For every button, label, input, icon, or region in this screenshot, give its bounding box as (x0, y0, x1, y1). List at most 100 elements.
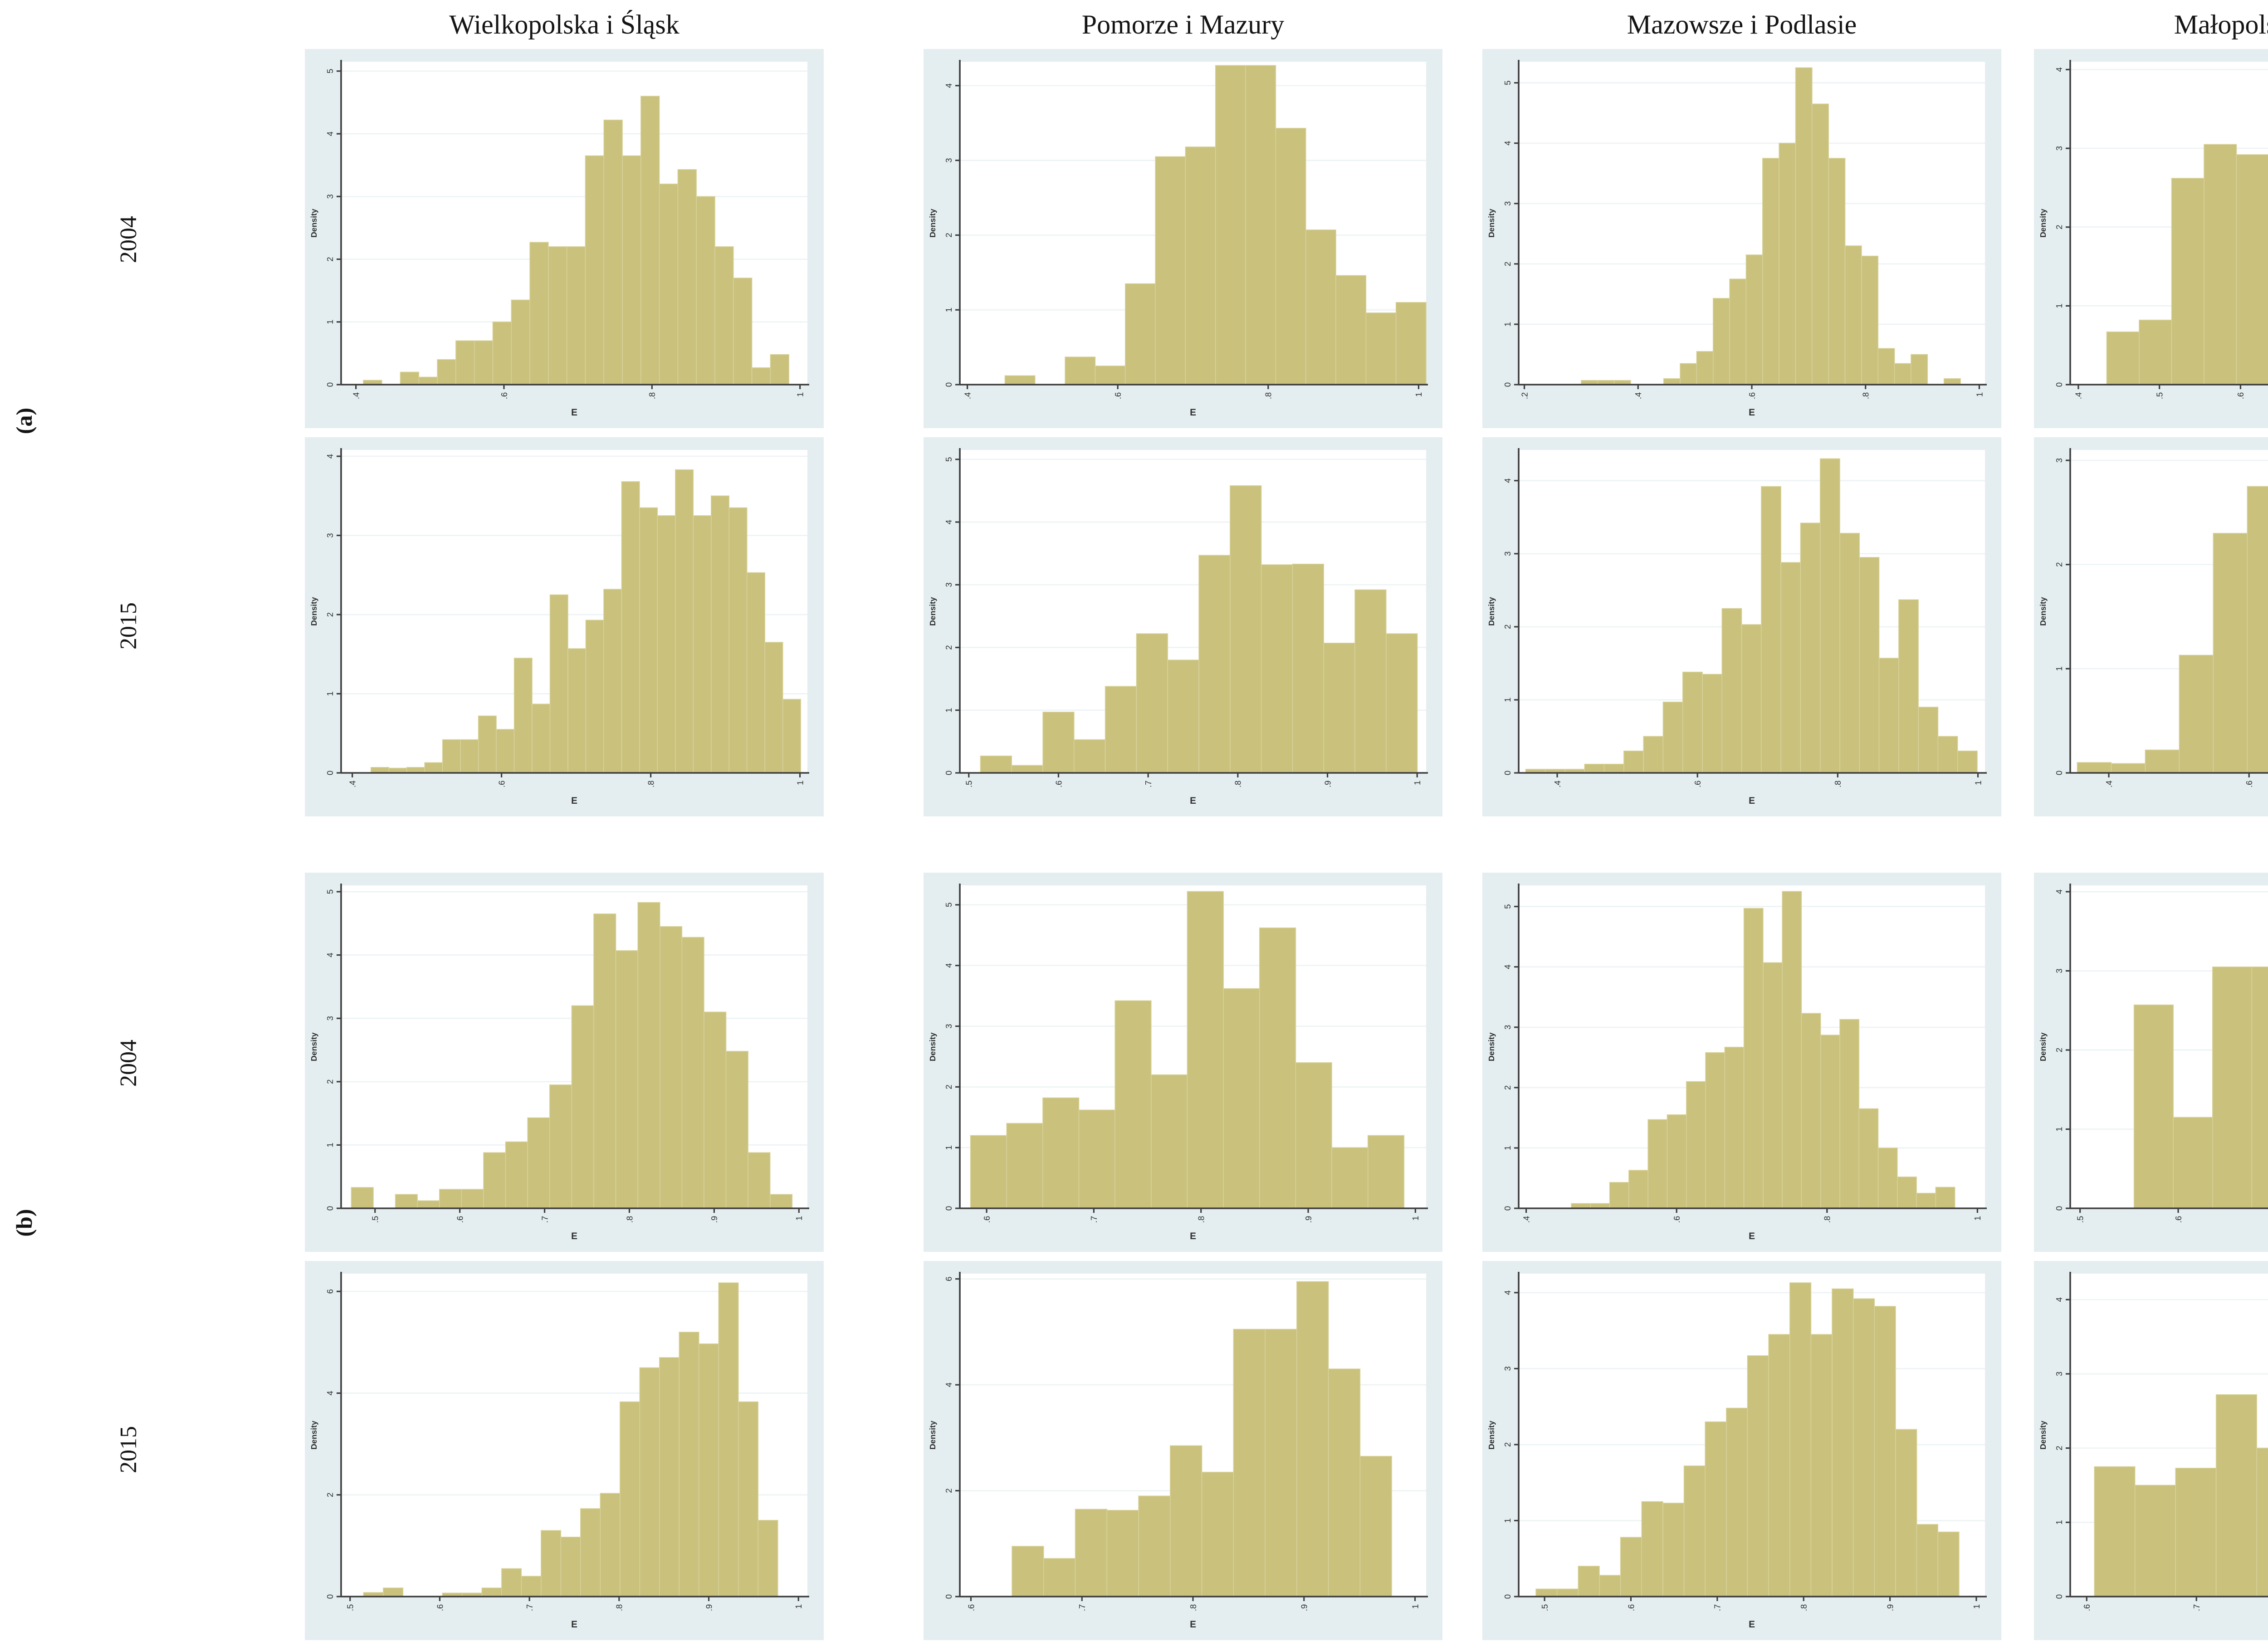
x-tick-label: .4 (1521, 1216, 1531, 1223)
y-tick-label: 2 (944, 233, 953, 237)
x-tick-label: .7 (1077, 1604, 1087, 1611)
histogram-bar (481, 1588, 502, 1597)
y-axis-title: Density (2038, 597, 2048, 626)
y-tick-label: 5 (944, 457, 953, 462)
histogram-bar (718, 1282, 739, 1597)
histogram-bar (2133, 1004, 2174, 1209)
histogram-bar (1724, 1046, 1745, 1209)
x-tick-label: .8 (1833, 781, 1843, 787)
histogram-bar (1935, 1187, 1955, 1209)
histogram-bar (1599, 1575, 1621, 1597)
x-axis-title: E (1749, 407, 1755, 418)
histogram-bar (1937, 1531, 1960, 1597)
histogram-bar (1741, 624, 1762, 773)
y-tick-label: 4 (944, 963, 953, 968)
x-tick-label: .6 (499, 392, 509, 399)
y-tick-label: 0 (944, 771, 953, 775)
y-axis-title: Density (2038, 1032, 2048, 1061)
histogram-bar (1075, 1509, 1108, 1597)
x-tick-label: .9 (1304, 1216, 1313, 1223)
histogram-bar (1662, 1503, 1685, 1597)
x-tick-label: 1 (1973, 1216, 1982, 1221)
histogram-bar (751, 367, 771, 385)
y-tick-label: 1 (944, 708, 953, 713)
x-tick-label: 1 (1414, 392, 1423, 397)
histogram-b-2015-wielkopolska-slask: 0 2 4 6 .5 .6 .7 .8 .9 1 Density E (305, 1261, 824, 1640)
histogram-a-2004-wielkopolska-slask: 0 1 2 3 4 5 .4 .6 .8 1 Density E (305, 49, 824, 428)
y-tick-label: 0 (1503, 1594, 1512, 1599)
y-tick-label: 1 (2054, 303, 2064, 308)
histogram-bar (483, 1152, 506, 1209)
x-axis-title: E (571, 1231, 577, 1241)
histogram-a-2004-mazowsze-podlasie: 0 1 2 3 4 5 .2 .4 .6 .8 1 Density E (1482, 49, 2001, 428)
histogram-bar (1780, 562, 1801, 773)
x-tick-label: .4 (963, 392, 972, 399)
x-tick-label: .5 (1540, 1604, 1549, 1611)
histogram-bar (1365, 312, 1397, 385)
histogram-bar (1789, 1282, 1812, 1597)
histogram-bar (1078, 1109, 1115, 1209)
histogram-bar (1943, 378, 1961, 385)
histogram-bar (529, 242, 549, 385)
histogram-bar (511, 299, 530, 385)
x-tick-label: .4 (2104, 781, 2114, 787)
y-tick-label: 4 (1503, 141, 1512, 146)
histogram-bar (621, 481, 640, 773)
histogram-bar (1878, 658, 1899, 773)
y-tick-label: 0 (325, 1206, 335, 1211)
histogram-bar (738, 1401, 759, 1597)
y-tick-label: 2 (325, 1493, 335, 1497)
y-tick-label: 2 (2054, 1446, 2064, 1451)
y-tick-label: 4 (2054, 1297, 2064, 1302)
y-tick-label: 4 (325, 454, 335, 459)
x-tick-label: 1 (794, 1216, 804, 1221)
y-tick-label: 5 (1503, 904, 1512, 909)
histogram-bar (406, 767, 425, 773)
y-tick-label: 1 (325, 691, 335, 696)
x-tick-label: .7 (525, 1604, 534, 1611)
histogram-bar (2145, 749, 2180, 773)
y-tick-label: 3 (1503, 552, 1512, 556)
y-tick-label: 3 (1503, 1366, 1512, 1371)
y-tick-label: 5 (1503, 80, 1512, 85)
x-tick-label: .9 (704, 1604, 714, 1611)
y-tick-label: 1 (1503, 698, 1512, 702)
x-tick-label: .6 (2236, 392, 2245, 399)
x-tick-label: .4 (2074, 392, 2083, 399)
x-tick-label: .8 (1188, 1604, 1198, 1611)
y-tick-label: 2 (1503, 1085, 1512, 1090)
histogram-bar (728, 507, 748, 773)
histogram-bar (1916, 1524, 1939, 1597)
histogram-bar (746, 572, 766, 773)
histogram-b-2015-pomorze-mazury: 0 2 4 6 .6 .7 .8 .9 1 Density E (924, 1261, 1442, 1640)
y-tick-label: 3 (944, 158, 953, 162)
x-tick-label: .8 (1233, 781, 1243, 787)
x-tick-label: .6 (1747, 392, 1757, 399)
x-tick-label: .2 (1520, 392, 1529, 399)
histogram-bar (639, 507, 658, 773)
histogram-bar (1623, 750, 1644, 773)
histogram-bar (600, 1493, 621, 1597)
x-axis-title: E (1190, 1231, 1196, 1241)
histogram-bar (1705, 1421, 1727, 1597)
x-tick-label: .4 (347, 781, 357, 787)
y-axis-title: Density (1487, 209, 1496, 238)
histogram-bar (1095, 365, 1126, 385)
histogram-bar (1114, 1000, 1152, 1209)
y-tick-label: 3 (2054, 458, 2064, 463)
histogram-bar (437, 359, 456, 385)
histogram-bar (585, 620, 604, 773)
x-tick-label: 1 (794, 1604, 803, 1609)
histogram-bar (549, 1084, 572, 1209)
histogram-bar (1897, 1176, 1917, 1209)
y-tick-label: 0 (325, 1594, 335, 1599)
histogram-bar (2077, 762, 2112, 773)
histogram-bar (460, 739, 479, 773)
histogram-bar (501, 1568, 522, 1597)
x-tick-label: 1 (1973, 781, 1983, 785)
x-tick-label: 1 (795, 781, 805, 785)
x-axis-title: E (1749, 796, 1755, 806)
histogram-bar (400, 371, 420, 385)
histogram-bar (2179, 655, 2214, 773)
histogram-bar (1662, 701, 1683, 773)
